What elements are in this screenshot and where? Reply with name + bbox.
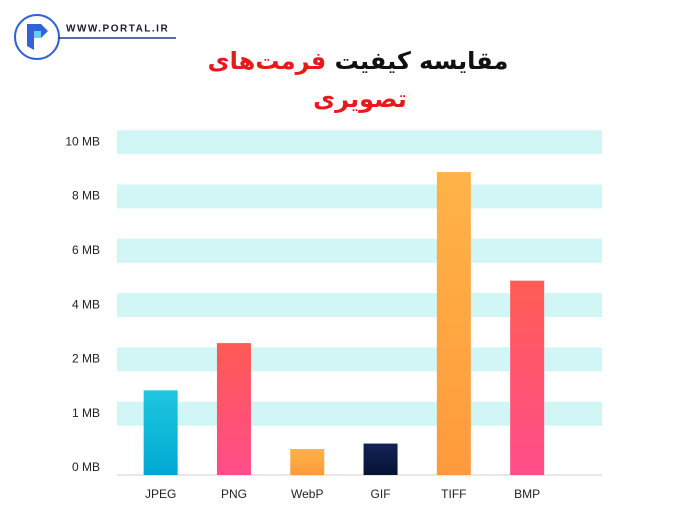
x-tick-label: JPEG bbox=[145, 487, 176, 501]
chart-title: تصویری bbox=[313, 85, 407, 113]
title-part: فرمت‌های bbox=[208, 47, 335, 75]
x-tick-label: PNG bbox=[221, 487, 247, 501]
x-tick-label: BMP bbox=[514, 487, 540, 501]
bar bbox=[290, 448, 325, 475]
y-tick-label: 1 MB bbox=[72, 406, 100, 420]
bar bbox=[510, 280, 545, 475]
y-tick-label: 8 MB bbox=[72, 189, 100, 203]
grid-band bbox=[117, 238, 602, 263]
x-tick-label: GIF bbox=[371, 487, 391, 501]
bar bbox=[143, 390, 178, 475]
x-tick-label: TIFF bbox=[441, 487, 466, 501]
x-tick-label: WebP bbox=[291, 487, 323, 501]
y-tick-label: 6 MB bbox=[72, 243, 100, 257]
grid-band bbox=[117, 130, 602, 155]
y-tick-label: 2 MB bbox=[72, 352, 100, 366]
grid-band bbox=[117, 184, 602, 209]
title-part: تصویری bbox=[313, 85, 407, 113]
y-tick-label: 0 MB bbox=[72, 460, 100, 474]
y-tick-label: 10 MB bbox=[65, 134, 100, 148]
y-tick-label: 4 MB bbox=[72, 297, 100, 311]
logo bbox=[14, 14, 176, 60]
title-part: مقایسه کیفیت bbox=[335, 47, 509, 75]
bar bbox=[216, 343, 251, 475]
bar bbox=[363, 443, 398, 475]
site-url: WWW.PORTAL.IR bbox=[66, 24, 169, 35]
chart-title: مقایسه کیفیت فرمت‌های bbox=[208, 47, 509, 75]
bar bbox=[436, 172, 471, 475]
